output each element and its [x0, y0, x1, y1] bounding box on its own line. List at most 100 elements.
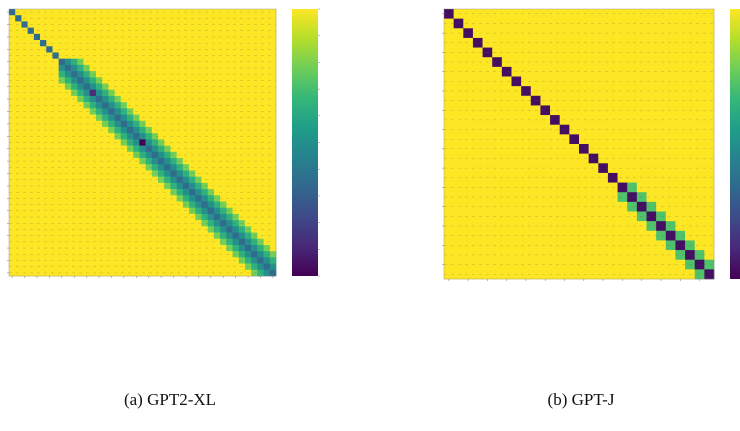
heatmap-cell	[704, 134, 715, 145]
heatmap-cell	[257, 95, 264, 103]
heatmap-cell	[114, 133, 122, 140]
heatmap-cell	[501, 192, 512, 203]
heatmap-cell	[675, 211, 686, 222]
heatmap-cell	[158, 176, 165, 184]
heatmap-cell	[444, 86, 454, 97]
heatmap-cell	[52, 189, 59, 196]
heatmap-cell	[95, 251, 103, 258]
heatmap-cell	[64, 232, 72, 240]
heatmap-cell	[269, 207, 277, 215]
heatmap-cell	[579, 115, 589, 126]
heatmap-cell	[646, 172, 657, 183]
heatmap-cell	[213, 64, 221, 72]
heatmap-cell	[521, 230, 532, 241]
heatmap-cell	[170, 151, 177, 159]
heatmap-cell	[207, 176, 215, 184]
heatmap-cell	[120, 220, 128, 227]
heatmap-cell	[226, 133, 233, 140]
heatmap-cell	[164, 257, 171, 264]
heatmap-cell	[704, 211, 715, 222]
heatmap-cell	[95, 95, 103, 103]
heatmap-cell	[501, 28, 512, 39]
heatmap-cell	[569, 192, 580, 203]
heatmap-cell	[226, 120, 233, 128]
heatmap-cell	[40, 251, 47, 258]
heatmap-cell	[95, 176, 103, 184]
heatmap-cell	[213, 15, 221, 22]
heatmap-cell	[40, 269, 47, 277]
heatmap-cell	[151, 207, 159, 215]
heatmap-cell	[521, 95, 532, 106]
heatmap-cell	[569, 115, 580, 126]
heatmap-cell	[598, 9, 609, 19]
heatmap-cell	[617, 57, 628, 68]
heatmap-cell	[492, 95, 503, 106]
heatmap-cell	[207, 133, 215, 140]
heatmap-cell	[463, 240, 474, 251]
heatmap-cell	[569, 259, 580, 270]
heatmap-cell	[569, 134, 580, 145]
heatmap-cell	[52, 182, 59, 190]
heatmap-cell	[263, 40, 271, 47]
heatmap-cell	[540, 66, 551, 77]
heatmap-cell	[114, 83, 122, 91]
heatmap-cell	[120, 201, 128, 208]
heatmap-cell	[269, 164, 277, 171]
heatmap-cell	[102, 102, 109, 109]
heatmap-cell	[579, 124, 589, 135]
heatmap-cell	[598, 221, 609, 232]
heatmap-cell	[52, 102, 59, 109]
heatmap-cell	[263, 15, 271, 22]
heatmap-cell	[95, 226, 103, 233]
heatmap-cell	[145, 27, 153, 35]
heatmap-cell	[472, 182, 483, 193]
heatmap-cell	[444, 172, 454, 183]
heatmap-cell	[694, 250, 705, 261]
heatmap-cell	[213, 46, 221, 53]
heatmap-cell	[675, 57, 686, 68]
heatmap-cell	[58, 269, 66, 277]
heatmap-cell	[472, 240, 483, 251]
heatmap-cell	[164, 102, 171, 109]
heatmap-cell	[694, 182, 705, 193]
heatmap-cell	[617, 76, 628, 87]
heatmap-cell	[617, 124, 628, 135]
heatmap-cell	[463, 221, 474, 232]
heatmap-cell	[164, 120, 171, 128]
heatmap-cell	[269, 9, 277, 16]
heatmap-cell	[46, 213, 53, 221]
heatmap-cell	[220, 164, 227, 171]
heatmap-cell	[108, 195, 115, 202]
heatmap-cell	[170, 164, 177, 171]
heatmap-cell	[145, 170, 153, 177]
heatmap-cell	[170, 21, 177, 28]
heatmap-cell	[164, 145, 171, 153]
heatmap-cell	[46, 139, 53, 146]
heatmap-cell	[89, 151, 97, 159]
heatmap-cell	[269, 77, 277, 84]
heatmap-cell	[95, 158, 103, 165]
heatmap-cell	[64, 158, 72, 165]
heatmap-cell	[164, 195, 171, 202]
heatmap-cell	[675, 47, 686, 58]
heatmap-cell	[120, 27, 128, 35]
heatmap-cell	[263, 151, 271, 159]
heatmap-cell	[463, 95, 474, 106]
heatmap-cell	[540, 259, 551, 270]
heatmap-cell	[89, 120, 97, 128]
heatmap-cell	[472, 28, 483, 39]
heatmap-cell	[627, 28, 638, 39]
heatmap-cell	[102, 33, 109, 41]
heatmap-cell	[9, 108, 16, 115]
heatmap-cell	[220, 40, 227, 47]
heatmap-cell	[263, 108, 271, 115]
heatmap-cell	[52, 95, 59, 103]
heatmap-cell	[145, 220, 153, 227]
heatmap-cell	[145, 83, 153, 91]
heatmap-cell	[40, 108, 47, 115]
heatmap-cell	[95, 27, 103, 35]
heatmap-cell	[694, 192, 705, 203]
heatmap-cell	[226, 9, 233, 16]
heatmap-cell	[170, 83, 177, 91]
heatmap-cell	[226, 40, 233, 47]
